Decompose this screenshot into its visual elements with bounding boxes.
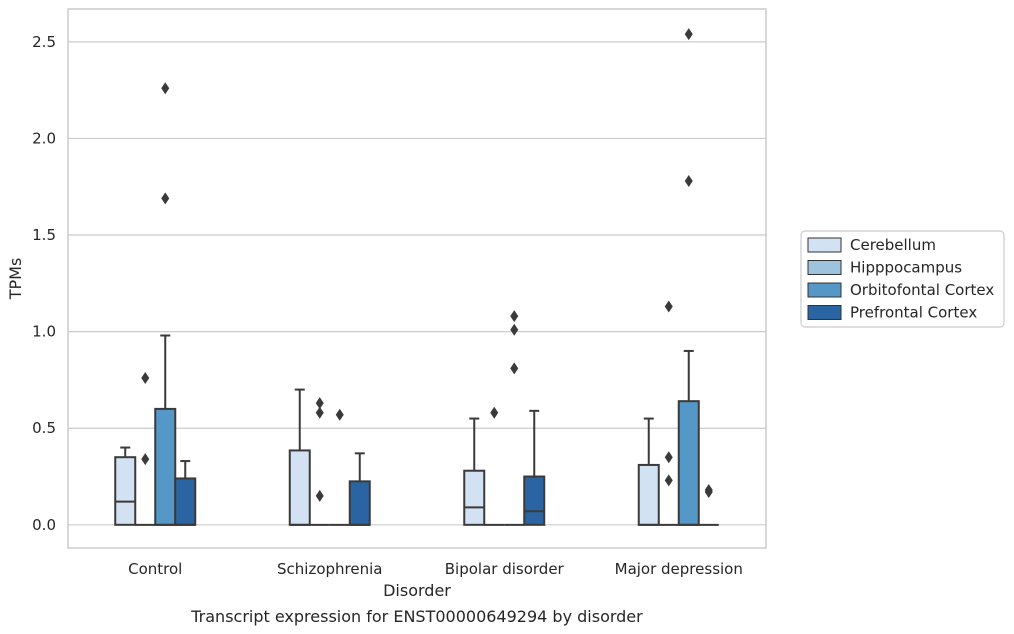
box-prefrontal-cortex [523,409,546,526]
outlier-point [684,174,693,187]
box-prefrontal-cortex [348,452,371,526]
outlier-point [315,489,324,502]
box-cerebellum [463,417,486,526]
box-rect [174,477,197,526]
outlier-point [510,310,519,323]
x-tick-label: Control [128,560,182,578]
legend-label: Cerebellum [850,236,936,254]
y-tick-label: 2.0 [32,129,56,147]
outlier-point [490,406,499,419]
x-axis-ticks: Control Schizophrenia Bipolar disorder Majo… [128,560,743,578]
box-rect [288,449,311,526]
x-tick-label: Major depression [615,560,743,578]
box-cerebellum [288,388,311,526]
y-tick-label: 1.5 [32,226,56,244]
outlier-point [664,300,673,313]
legend: Cerebellum Hipppocampus Orbitofontal Corte… [800,230,1005,328]
y-tick-label: 0.0 [32,516,56,534]
plot-frame [67,8,767,549]
y-axis-label: TPMs [6,258,25,301]
box-rect [523,475,546,526]
box-hipppocampus [658,300,679,526]
legend-frame [800,230,1005,328]
outlier-point [704,484,713,497]
outlier-point [161,192,170,205]
legend-swatch [807,282,842,298]
box-prefrontal-cortex [698,484,719,526]
outlier-point [335,408,344,421]
x-axis-label: Disorder [383,581,451,600]
y-axis-ticks: 0.0 0.5 1.0 1.5 2.0 2.5 [32,33,56,534]
outlier-point [141,453,150,466]
outlier-point [510,362,519,375]
legend-label: Hipppocampus [850,259,962,277]
legend-swatch [807,260,842,275]
box-rect [463,469,486,526]
box-rect [348,480,371,526]
box-hipppocampus [309,397,330,526]
y-tick-label: 2.5 [32,33,56,51]
legend-swatch [807,237,842,253]
box-hipppocampus [484,406,505,526]
y-tick-label: 0.5 [32,419,56,437]
box-prefrontal-cortex [174,460,197,526]
outlier-point [315,406,324,419]
box-orbitofontal-cortex [504,310,525,526]
legend-swatch [807,305,842,320]
x-tick-label: Schizophrenia [277,560,382,578]
outlier-point [510,323,519,336]
x-tick-label: Bipolar disorder [445,560,565,578]
box-cerebellum [637,417,660,526]
box-cerebellum [114,446,137,526]
box-rect [114,456,137,526]
box-rect [677,400,700,526]
box-rect [154,407,177,526]
chart-caption: Transcript expression for ENST0000064929… [190,607,643,626]
box-orbitofontal-cortex [329,408,350,526]
y-tick-label: 1.0 [32,323,56,341]
box-orbitofontal-cortex [154,82,177,526]
legend-label: Orbitofontal Cortex [850,281,994,299]
box-hipppocampus [135,371,156,526]
box-rect [637,463,660,526]
outlier-point [315,397,324,410]
box-orbitofontal-cortex [677,28,700,526]
outlier-point [664,474,673,487]
outlier-point [161,82,170,95]
outlier-point [664,451,673,464]
legend-label: Prefrontal Cortex [850,304,977,322]
box-plot-series [114,28,719,526]
outlier-point [141,371,150,384]
outlier-point [684,28,693,41]
